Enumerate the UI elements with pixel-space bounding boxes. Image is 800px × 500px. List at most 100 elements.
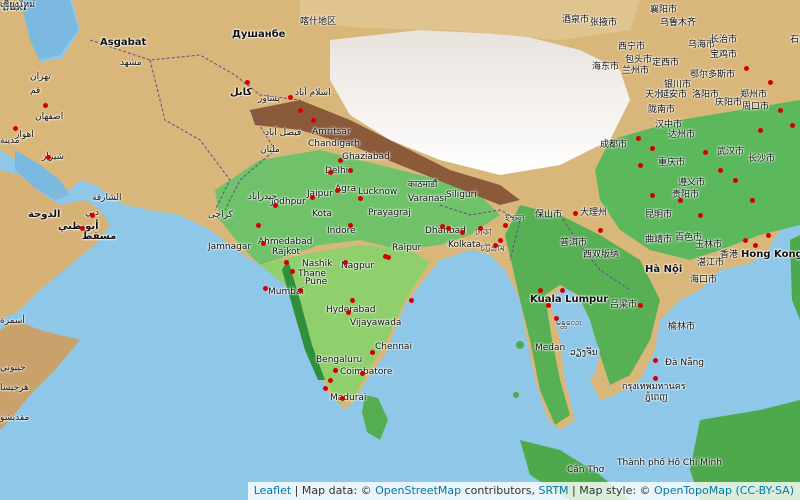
city-marker[interactable] <box>638 303 643 308</box>
city-marker[interactable] <box>346 310 351 315</box>
city-marker[interactable] <box>370 350 375 355</box>
city-marker[interactable] <box>440 224 445 229</box>
city-marker[interactable] <box>284 260 289 265</box>
city-marker[interactable] <box>698 213 703 218</box>
city-label: 百色市 <box>675 233 703 243</box>
city-marker[interactable] <box>348 223 353 228</box>
city-label: 喀什地区 <box>300 17 337 27</box>
city-marker[interactable] <box>338 158 343 163</box>
city-marker[interactable] <box>343 260 348 265</box>
city-marker[interactable] <box>360 371 365 376</box>
city-marker[interactable] <box>383 254 388 259</box>
city-label: 湛江市 <box>697 258 725 268</box>
city-marker[interactable] <box>733 178 738 183</box>
city-label: Jamnagar <box>208 242 252 252</box>
city-label: Raipur <box>392 243 422 253</box>
city-marker[interactable] <box>790 123 795 128</box>
city-label: 乌海市 <box>688 40 716 50</box>
city-label: 保山市 <box>535 210 563 220</box>
city-marker[interactable] <box>758 128 763 133</box>
city-marker[interactable] <box>288 95 293 100</box>
city-marker[interactable] <box>703 150 708 155</box>
city-marker[interactable] <box>538 288 543 293</box>
city-marker[interactable] <box>546 303 551 308</box>
city-label: 重庆市 <box>658 158 686 168</box>
city-marker[interactable] <box>636 136 641 141</box>
city-marker[interactable] <box>310 195 315 200</box>
city-marker[interactable] <box>386 255 391 260</box>
city-label: Kota <box>312 209 333 219</box>
osm-link[interactable]: OpenStreetMap <box>375 484 462 497</box>
city-marker[interactable] <box>554 316 559 321</box>
city-marker[interactable] <box>43 103 48 108</box>
city-marker[interactable] <box>650 193 655 198</box>
city-marker[interactable] <box>778 108 783 113</box>
city-label: أسمرة <box>0 316 25 326</box>
city-label: 海东市 <box>592 62 620 72</box>
city-marker[interactable] <box>478 226 483 231</box>
city-marker[interactable] <box>328 378 333 383</box>
city-marker[interactable] <box>503 223 508 228</box>
city-marker[interactable] <box>409 298 414 303</box>
leaflet-link[interactable]: Leaflet <box>253 484 292 497</box>
srtm-link[interactable]: SRTM <box>538 484 569 497</box>
city-marker[interactable] <box>498 238 503 243</box>
city-marker[interactable] <box>323 386 328 391</box>
city-marker[interactable] <box>460 230 465 235</box>
city-label: ភ្នំពេញ <box>645 393 668 403</box>
city-marker[interactable] <box>753 243 758 248</box>
license-link[interactable]: (CC-BY-SA) <box>735 484 794 497</box>
opentopomap-link[interactable]: OpenTopoMap <box>654 484 732 497</box>
city-marker[interactable] <box>80 226 85 231</box>
city-marker[interactable] <box>333 368 338 373</box>
city-marker[interactable] <box>290 269 295 274</box>
city-label: 陇南市 <box>648 105 676 115</box>
city-marker[interactable] <box>273 203 278 208</box>
city-marker[interactable] <box>573 211 578 216</box>
city-marker[interactable] <box>256 223 261 228</box>
city-marker[interactable] <box>493 243 498 248</box>
city-marker[interactable] <box>298 108 303 113</box>
city-label: 西双版纳 <box>583 250 620 260</box>
city-marker[interactable] <box>678 198 683 203</box>
city-marker[interactable] <box>653 376 658 381</box>
city-marker[interactable] <box>245 80 250 85</box>
city-marker[interactable] <box>348 168 353 173</box>
city-marker[interactable] <box>743 238 748 243</box>
city-marker[interactable] <box>650 146 655 151</box>
city-marker[interactable] <box>598 228 603 233</box>
city-label: 成都市 <box>600 140 628 150</box>
city-label: काठमाडौं <box>408 180 438 190</box>
city-marker[interactable] <box>560 288 565 293</box>
city-label: Jaipur <box>307 189 333 199</box>
city-marker[interactable] <box>340 396 345 401</box>
city-marker[interactable] <box>328 170 333 175</box>
city-label: Rajkot <box>272 247 300 257</box>
city-label: Hà Nội <box>645 264 683 275</box>
city-marker[interactable] <box>638 163 643 168</box>
city-label: 长沙市 <box>748 154 776 164</box>
city-marker[interactable] <box>653 358 658 363</box>
city-marker[interactable] <box>90 213 95 218</box>
city-marker[interactable] <box>298 288 303 293</box>
city-label: Varanasi <box>408 194 447 204</box>
city-marker[interactable] <box>46 155 51 160</box>
city-marker[interactable] <box>766 233 771 238</box>
city-marker[interactable] <box>768 80 773 85</box>
city-label: 银川市 <box>664 80 692 90</box>
city-marker[interactable] <box>718 168 723 173</box>
city-marker[interactable] <box>750 198 755 203</box>
city-marker[interactable] <box>744 66 749 71</box>
city-label: 武汉市 <box>717 147 745 157</box>
city-marker[interactable] <box>13 126 18 131</box>
city-marker[interactable] <box>311 118 316 123</box>
city-marker[interactable] <box>263 286 268 291</box>
city-marker[interactable] <box>446 226 451 231</box>
city-marker[interactable] <box>350 298 355 303</box>
city-marker[interactable] <box>261 241 266 246</box>
city-label: 香港 <box>720 250 739 260</box>
city-marker[interactable] <box>358 196 363 201</box>
city-marker[interactable] <box>335 188 340 193</box>
city-label: 达州市 <box>668 130 696 140</box>
